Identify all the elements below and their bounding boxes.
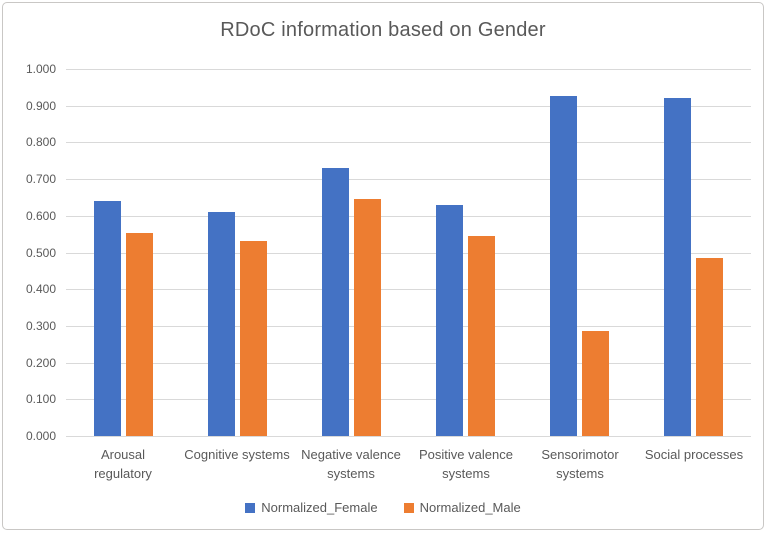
- gridline: [66, 325, 751, 327]
- bar-normalized_male-arousal-regulatory: [126, 233, 153, 436]
- bar-normalized_male-sensorimotor-systems: [582, 331, 609, 436]
- bar-normalized_female-sensorimotor-systems: [550, 96, 577, 436]
- y-tick-label: 1.000: [25, 62, 56, 76]
- y-tick-label: 0.700: [25, 172, 56, 187]
- y-tick-label: 0.800: [25, 135, 56, 150]
- legend-label: Normalized_Female: [261, 500, 378, 515]
- gridline: [66, 105, 751, 107]
- y-tick-label: 0.000: [25, 429, 56, 443]
- gridline: [66, 289, 751, 291]
- y-tick-label: 0.500: [25, 245, 56, 260]
- bar-normalized_female-social-processes: [664, 98, 691, 436]
- legend-item-normalized_male: Normalized_Male: [403, 500, 521, 515]
- y-tick-label: 0.200: [25, 355, 56, 370]
- chart-title: RDoC information based on Gender: [220, 19, 546, 41]
- bar-normalized_female-arousal-regulatory: [94, 201, 121, 436]
- x-axis-line: [66, 436, 751, 437]
- legend: Normalized_Female Normalized_Male: [3, 500, 763, 515]
- gridline: [66, 142, 751, 144]
- legend-item-normalized_female: Normalized_Female: [245, 500, 378, 515]
- y-tick-label: 0.400: [25, 282, 56, 297]
- legend-swatch-icon: [403, 502, 414, 513]
- x-tick-label: Positive valence systems: [419, 447, 513, 481]
- bar-normalized_male-cognitive-systems: [240, 241, 267, 436]
- x-tick-label: Social processes: [644, 447, 744, 462]
- gridline: [66, 215, 751, 217]
- y-tick-label: 0.100: [25, 392, 56, 407]
- x-tick-label: Negative valence systems: [301, 447, 401, 481]
- y-tick-label: 0.300: [25, 318, 56, 333]
- bar-normalized_female-negative-valence-systems: [322, 168, 349, 436]
- x-tick-label: Sensorimotor systems: [541, 447, 619, 481]
- bar-normalized_male-social-processes: [696, 258, 723, 436]
- y-tick-label: 0.900: [25, 98, 56, 113]
- y-axis: 0.000 0.100 0.200 0.300 0.400 0.500 0.600 0.700…: [13, 62, 56, 443]
- y-tick-label: 0.600: [25, 208, 56, 223]
- bar-normalized_male-negative-valence-systems: [354, 199, 381, 436]
- bar-normalized_female-positive-valence-systems: [436, 205, 463, 436]
- legend-swatch-icon: [245, 502, 256, 513]
- legend-label: Normalized_Male: [419, 500, 521, 515]
- x-tick-label: Cognitive systems: [184, 447, 290, 462]
- gridline: [66, 399, 751, 401]
- gridline: [66, 69, 751, 70]
- bar-normalized_female-cognitive-systems: [208, 212, 235, 436]
- bar-normalized_male-positive-valence-systems: [468, 236, 495, 436]
- gridline: [66, 362, 751, 364]
- x-tick-label: Arousal regulatory: [94, 447, 152, 481]
- gridline: [66, 179, 751, 181]
- plot-area: [66, 69, 751, 437]
- gridline: [66, 252, 751, 254]
